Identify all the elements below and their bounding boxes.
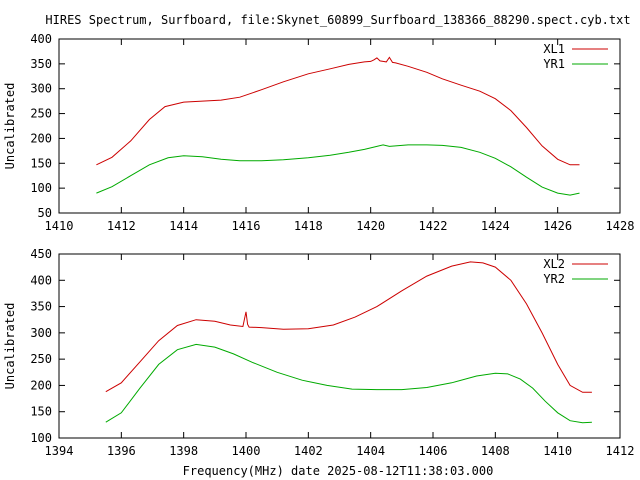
legend-label-xl2: XL2	[543, 257, 565, 271]
y-tick-label: 100	[30, 431, 52, 445]
x-tick-label: 1424	[481, 219, 510, 233]
x-tick-label: 1412	[107, 219, 136, 233]
x-tick-label: 1410	[543, 444, 572, 458]
x-tick-label: 1404	[356, 444, 385, 458]
y-tick-label: 100	[30, 181, 52, 195]
series-line-xl1	[96, 56, 580, 166]
y-tick-label: 400	[30, 273, 52, 287]
series-line-yr2	[105, 343, 592, 424]
y-tick-label: 300	[30, 326, 52, 340]
y-tick-label: 350	[30, 57, 52, 71]
series-line-yr1	[96, 144, 580, 196]
y-tick-label: 200	[30, 131, 52, 145]
bottom-chart-xl2-yr2: 1394 1396 1398 1400 1402 1404 1406 1408 1410 1412…	[3, 247, 634, 458]
y-tick-label: 200	[30, 378, 52, 392]
series-line-xl2	[105, 261, 592, 393]
x-tick-label: 1396	[107, 444, 136, 458]
x-tick-label: 1420	[356, 219, 385, 233]
y-axis-label: Uncalibrated	[3, 83, 17, 170]
x-tick-label: 1426	[543, 219, 572, 233]
plot-frame	[58, 38, 621, 214]
y-axis-label: Uncalibrated	[3, 303, 17, 390]
y-tick-label: 350	[30, 300, 52, 314]
x-tick-label: 1402	[294, 444, 323, 458]
plot-frame	[58, 253, 621, 439]
x-tick-label: 1428	[606, 219, 635, 233]
y-tick-label: 250	[30, 107, 52, 121]
x-tick-label: 1422	[419, 219, 448, 233]
y-tick-label: 150	[30, 405, 52, 419]
y-tick-label: 450	[30, 247, 52, 261]
y-tick-label: 250	[30, 352, 52, 366]
legend-label-xl1: XL1	[543, 42, 565, 56]
x-tick-label: 1408	[481, 444, 510, 458]
legend-label-yr1: YR1	[543, 57, 565, 71]
x-tick-label: 1410	[45, 219, 74, 233]
x-tick-label: 1418	[294, 219, 323, 233]
legend-label-yr2: YR2	[543, 272, 565, 286]
x-tick-label: 1406	[419, 444, 448, 458]
x-tick-label: 1416	[232, 219, 261, 233]
x-tick-label: 1394	[45, 444, 74, 458]
figure-title: HIRES Spectrum, Surfboard, file:Skynet_6…	[45, 13, 630, 27]
x-tick-label: 1414	[169, 219, 198, 233]
x-axis-label: Frequency(MHz) date 2025-08-12T11:38:03.…	[183, 464, 494, 478]
y-tick-label: 400	[30, 32, 52, 46]
x-tick-label: 1412	[606, 444, 635, 458]
y-tick-label: 50	[38, 206, 52, 220]
x-tick-label: 1398	[169, 444, 198, 458]
y-tick-label: 150	[30, 156, 52, 170]
top-chart-xl1-yr1: 1410 1412 1414 1416 1418 1420 1422 1424 1426 1428…	[3, 32, 634, 233]
x-tick-label: 1400	[232, 444, 261, 458]
y-tick-label: 300	[30, 82, 52, 96]
